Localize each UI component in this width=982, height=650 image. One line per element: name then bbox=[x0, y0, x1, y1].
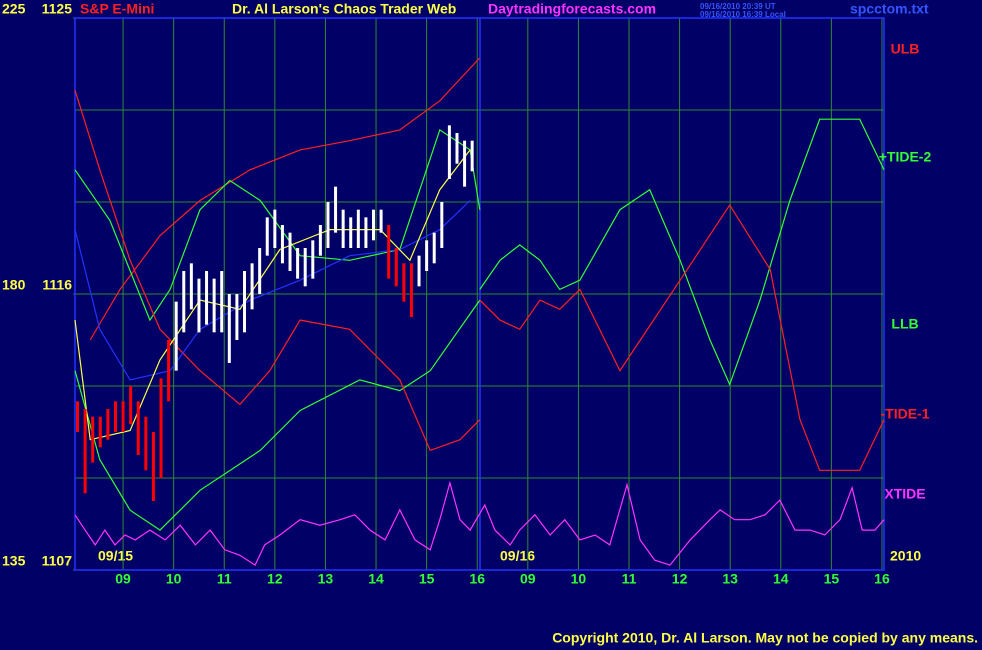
y2-tick-label: 180 bbox=[2, 277, 26, 293]
legend-label: ULB bbox=[891, 41, 920, 57]
x-tick-label: 14 bbox=[773, 571, 789, 587]
date-label: 09/16 bbox=[500, 548, 535, 564]
y-tick-label: 1116 bbox=[42, 277, 72, 293]
x-tick-label: 15 bbox=[419, 571, 435, 587]
legend-label: LLB bbox=[891, 316, 918, 332]
y-tick-label: 1125 bbox=[42, 1, 73, 17]
x-tick-label: 11 bbox=[622, 571, 637, 587]
x-tick-label: 16 bbox=[874, 571, 890, 587]
series-line bbox=[74, 200, 471, 381]
x-tick-label: 15 bbox=[824, 571, 840, 587]
legend-label: -TIDE-1 bbox=[881, 406, 930, 422]
series-line bbox=[74, 480, 885, 566]
x-tick-label: 12 bbox=[267, 571, 283, 587]
file-name: spcctom.txt bbox=[850, 1, 929, 17]
copyright: Copyright 2010, Dr. Al Larson. May not b… bbox=[552, 630, 978, 646]
series-line bbox=[74, 118, 885, 387]
x-tick-label: 13 bbox=[722, 571, 738, 587]
x-tick-label: 11 bbox=[217, 571, 232, 587]
x-tick-label: 09 bbox=[115, 571, 131, 587]
legend-label: +TIDE-2 bbox=[879, 149, 932, 165]
x-tick-label: 09 bbox=[520, 571, 536, 587]
x-tick-label: 13 bbox=[318, 571, 334, 587]
legend-label: XTIDE bbox=[884, 486, 925, 502]
x-tick-label: 10 bbox=[166, 571, 182, 587]
y2-tick-label: 135 bbox=[2, 553, 26, 569]
site-name: Daytradingforecasts.com bbox=[488, 1, 656, 17]
y-tick-label: 1107 bbox=[42, 553, 73, 569]
x-tick-label: 12 bbox=[672, 571, 688, 587]
x-tick-label: 10 bbox=[571, 571, 587, 587]
y2-tick-label: 225 bbox=[2, 1, 26, 17]
series-line bbox=[74, 89, 885, 471]
chart-title: S&P E-Mini bbox=[80, 1, 154, 17]
x-tick-label: 16 bbox=[469, 571, 485, 587]
x-tick-label: 14 bbox=[368, 571, 384, 587]
timestamp: 09/16/2010 20:39 UT bbox=[700, 2, 776, 11]
timestamp: 09/16/2010 16:39 Local bbox=[700, 10, 786, 19]
date-label: 09/15 bbox=[98, 548, 133, 564]
year-label: 2010 bbox=[890, 548, 921, 564]
series-line bbox=[89, 57, 481, 341]
chart-subtitle: Dr. Al Larson's Chaos Trader Web bbox=[232, 1, 456, 17]
series-line bbox=[74, 299, 481, 531]
